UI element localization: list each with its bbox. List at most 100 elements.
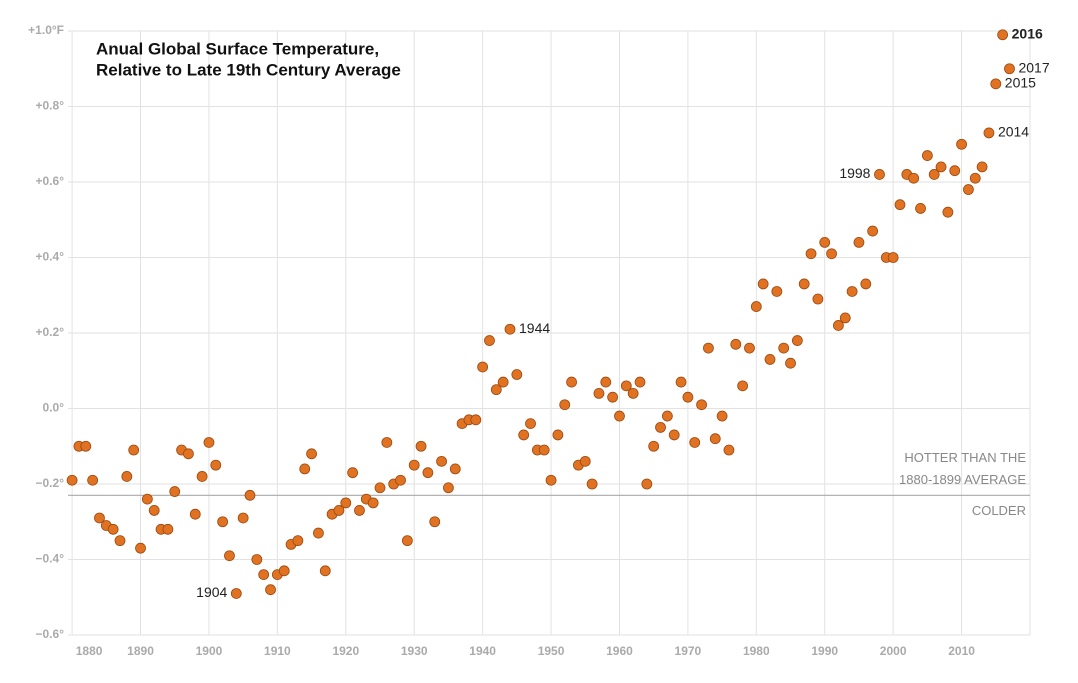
- x-tick-label: 1940: [469, 644, 496, 658]
- data-point: [620, 380, 632, 392]
- x-tick-label: 1930: [401, 644, 428, 658]
- y-tick-label: +0.6°: [36, 174, 65, 188]
- data-point: [607, 391, 619, 403]
- point-label: 2016: [1012, 25, 1043, 41]
- x-tick-label: 1970: [675, 644, 702, 658]
- data-point: [949, 165, 961, 177]
- data-point: [846, 286, 858, 297]
- data-point: [244, 489, 256, 501]
- x-tick-label: 1880: [76, 644, 103, 658]
- data-point: [963, 184, 974, 195]
- data-point: [162, 523, 174, 535]
- y-tick-label: −0.4°: [36, 552, 65, 566]
- data-point: [552, 429, 564, 441]
- data-point: [600, 376, 612, 388]
- data-point: [395, 474, 406, 486]
- data-point: [354, 505, 365, 516]
- data-point: [566, 376, 577, 388]
- data-point: [210, 459, 222, 471]
- data-point: [477, 361, 489, 373]
- data-point: [716, 410, 728, 422]
- y-tick-label: +0.2°: [36, 325, 65, 339]
- data-point: [94, 512, 105, 524]
- data-point: [230, 588, 242, 599]
- reference-note: COLDER: [972, 503, 1026, 518]
- data-point: [839, 312, 851, 324]
- data-point: [750, 301, 762, 312]
- data-point: [853, 236, 865, 248]
- x-tick-label: 1890: [127, 644, 154, 658]
- point-label: 2014: [998, 124, 1029, 140]
- data-point: [333, 505, 345, 516]
- data-point: [367, 497, 379, 509]
- data-point: [87, 474, 99, 486]
- data-point: [935, 161, 947, 173]
- data-point: [148, 505, 160, 516]
- data-point: [436, 455, 447, 467]
- data-point: [703, 342, 714, 354]
- data-point: [921, 150, 933, 161]
- data-point: [696, 399, 707, 411]
- data-point: [313, 527, 324, 539]
- chart-title: Relative to Late 19th Century Average: [96, 60, 401, 79]
- data-point: [80, 440, 92, 452]
- data-point: [956, 138, 967, 150]
- data-point: [189, 508, 201, 520]
- data-point: [484, 335, 495, 346]
- data-point: [545, 474, 557, 486]
- point-label: 1998: [839, 165, 870, 181]
- data-point: [785, 357, 796, 369]
- x-tick-label: 2000: [880, 644, 907, 658]
- data-point: [744, 342, 755, 354]
- data-point: [559, 399, 571, 411]
- x-tick-label: 2010: [948, 644, 975, 658]
- data-point: [867, 225, 879, 237]
- data-point: [969, 172, 981, 184]
- data-point: [114, 535, 126, 547]
- data-point: [66, 474, 78, 486]
- data-point: [497, 376, 509, 388]
- chart-title: Anual Global Surface Temperature,: [96, 39, 379, 58]
- data-point: [798, 278, 810, 290]
- data-point: [627, 387, 639, 399]
- data-point: [778, 342, 790, 354]
- data-point: [401, 535, 413, 547]
- data-point: [347, 467, 359, 479]
- data-point: [538, 444, 550, 456]
- reference-note: HOTTER THAN THE: [904, 450, 1026, 465]
- data-point: [757, 278, 769, 290]
- y-tick-label: +0.8°: [36, 99, 65, 113]
- data-point: [634, 376, 646, 388]
- data-point: [648, 440, 660, 452]
- data-point: [826, 248, 837, 260]
- data-point: [169, 486, 181, 497]
- data-point: [251, 554, 263, 565]
- data-point: [278, 565, 290, 577]
- y-tick-label: 0.0°: [43, 401, 65, 415]
- data-point: [415, 440, 427, 452]
- data-point: [1004, 63, 1015, 75]
- data-point: [730, 338, 742, 350]
- data-point: [990, 78, 1002, 90]
- point-label: 1944: [519, 320, 550, 336]
- data-point: [319, 565, 331, 577]
- y-tick-label: +1.0°F: [28, 23, 64, 37]
- data-point: [805, 248, 817, 260]
- data-point: [812, 293, 824, 305]
- data-point: [915, 203, 926, 214]
- data-point: [655, 421, 666, 433]
- x-tick-label: 1920: [332, 644, 359, 658]
- data-point: [443, 482, 454, 494]
- data-point: [224, 550, 235, 562]
- data-point: [771, 286, 783, 297]
- point-label: 2015: [1005, 75, 1036, 91]
- data-point: [511, 369, 523, 380]
- reference-note: 1880-1899 AVERAGE: [899, 472, 1026, 487]
- data-point: [490, 384, 502, 396]
- data-point: [833, 320, 844, 331]
- data-point: [894, 199, 906, 211]
- data-point: [340, 497, 352, 509]
- data-point: [593, 387, 605, 399]
- data-point: [422, 467, 434, 479]
